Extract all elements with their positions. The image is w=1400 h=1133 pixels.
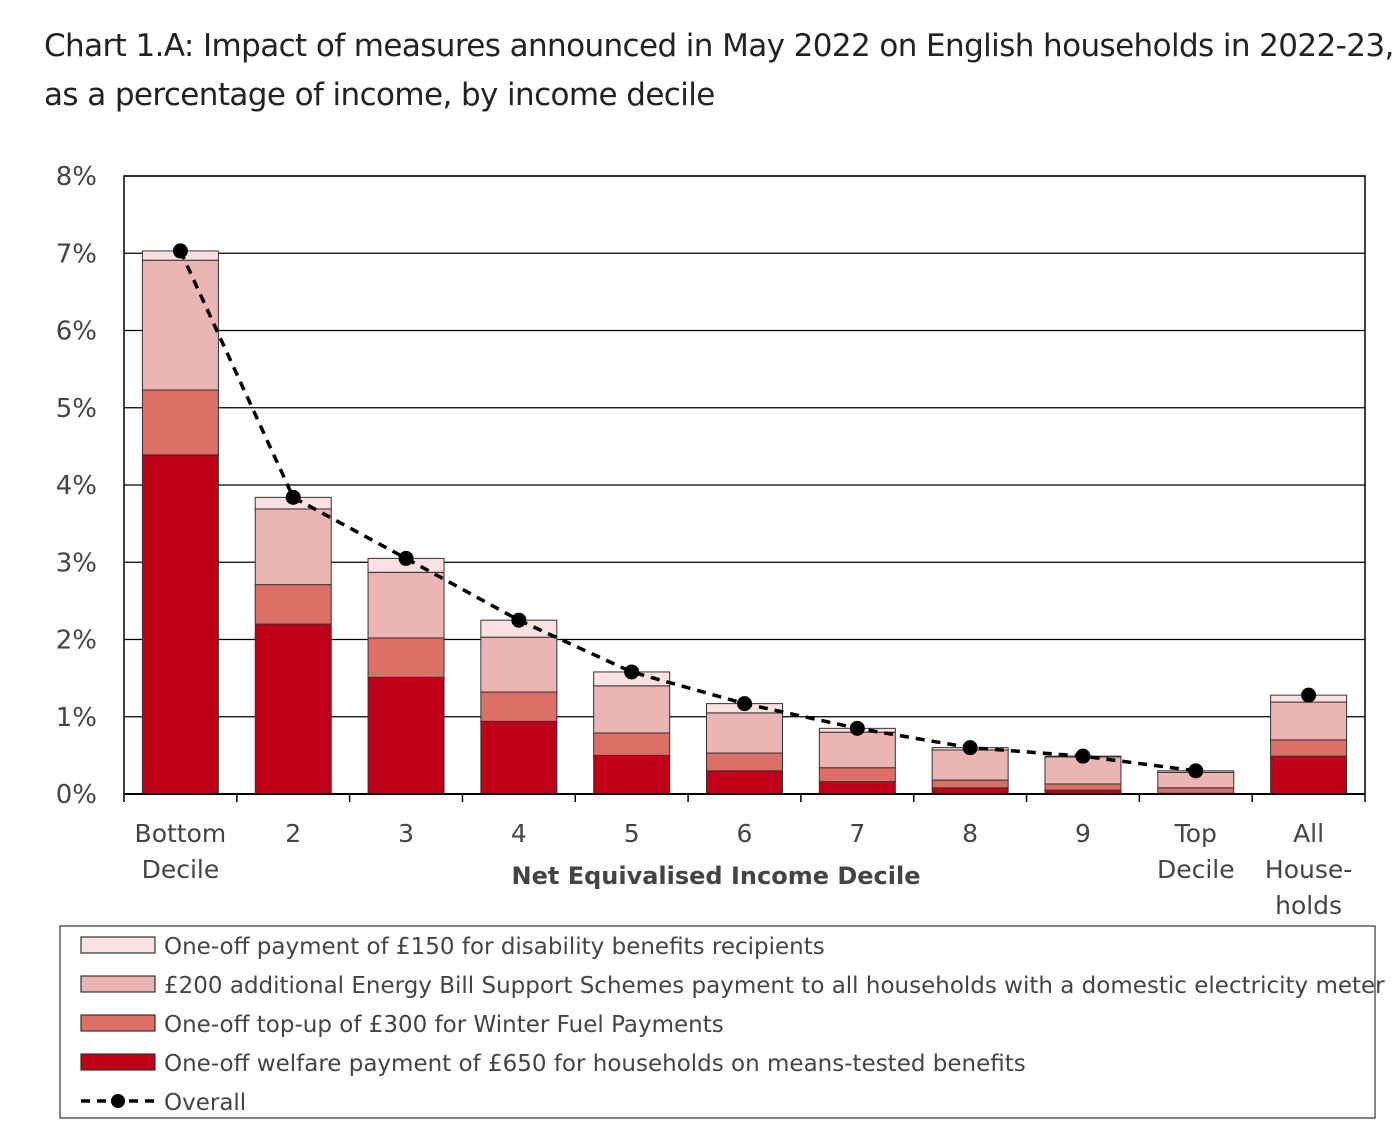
legend-label: One-off top-up of £300 for Winter Fuel P…: [164, 1012, 724, 1038]
bar-segment: [141, 259, 219, 391]
x-tick-label: 3: [398, 819, 414, 848]
overall-point: [1301, 687, 1317, 703]
bar-segment: [931, 779, 1009, 789]
legend-line-marker: [111, 1094, 125, 1108]
x-tick-label: 8: [962, 819, 978, 848]
chart-title: Chart 1.A: Impact of measures announced …: [44, 28, 1394, 113]
overall-point: [1188, 763, 1204, 779]
y-tick-label: 0%: [56, 780, 97, 810]
x-tick-label: 4: [511, 819, 527, 848]
bar-segment: [706, 712, 783, 754]
x-tick-label: 2: [285, 819, 301, 848]
legend-label: £200 additional Energy Bill Support Sche…: [164, 973, 1385, 999]
x-tick-label: Bottom: [135, 819, 227, 848]
bar-segment: [480, 636, 558, 693]
bar-segment: [1270, 739, 1348, 757]
bar-segment: [818, 781, 896, 795]
overall-point: [849, 720, 865, 736]
legend-swatch: [80, 1053, 156, 1071]
overall-line: [178, 250, 1196, 773]
bar-segment: [254, 508, 332, 586]
legend-label: One-off payment of £150 for disability b…: [164, 934, 825, 960]
legend-swatch: [80, 936, 156, 954]
bar-segment: [593, 685, 671, 734]
overall-point: [962, 740, 978, 756]
bar-segment: [367, 571, 445, 639]
bar-segment: [706, 752, 783, 772]
bar-segment: [1270, 701, 1348, 741]
bar-segment: [1157, 787, 1235, 794]
overall-point: [398, 550, 414, 566]
x-tick-label: Decile: [1157, 855, 1235, 884]
x-tick-label: holds: [1275, 891, 1342, 920]
bar-segment: [1044, 783, 1122, 791]
legend-box: [59, 925, 1376, 1119]
x-tick-label: Top: [1174, 819, 1217, 848]
y-tick-label: 5%: [56, 394, 97, 424]
y-tick-label: 6%: [56, 317, 97, 347]
x-tick-label: House-: [1265, 855, 1352, 884]
bar-segment: [818, 767, 896, 783]
bar-segment: [593, 732, 671, 756]
bar-segment: [818, 731, 896, 769]
x-tick-label: 5: [624, 819, 640, 848]
x-tick-label: All: [1293, 819, 1324, 848]
legend-label: Overall: [164, 1090, 246, 1116]
bar-segment: [1270, 755, 1348, 795]
y-tick-label: 1%: [56, 703, 97, 733]
bar-segment: [367, 676, 445, 795]
y-tick-label: 7%: [56, 239, 97, 269]
bar-segment: [254, 623, 332, 795]
bar-segment: [593, 754, 671, 795]
x-tick-label: 6: [737, 819, 753, 848]
legend-swatch: [80, 975, 156, 993]
overall-point: [737, 696, 752, 712]
legend-swatch: [80, 1014, 156, 1032]
x-tick-label: 9: [1075, 819, 1091, 848]
overall-point: [511, 612, 527, 628]
overall-point: [624, 664, 640, 680]
x-axis-label: Net Equivalised Income Decile: [512, 862, 921, 890]
y-tick-label: 2%: [56, 626, 97, 656]
y-tick-label: 4%: [56, 471, 97, 501]
legend-label: One-off welfare payment of £650 for hous…: [164, 1051, 1026, 1077]
bar-segment: [706, 770, 783, 795]
x-tick-label: Decile: [142, 855, 220, 884]
x-tick-label: 7: [849, 819, 865, 848]
bar-segment: [141, 389, 219, 456]
overall-point: [172, 243, 188, 259]
bar-segment: [480, 691, 558, 722]
bar-segment: [254, 584, 332, 625]
overall-point: [285, 489, 301, 505]
bar-segment: [480, 720, 558, 795]
bar-segment: [141, 454, 219, 795]
overall-point: [1075, 748, 1091, 764]
y-tick-label: 3%: [56, 548, 97, 578]
bar-segment: [367, 637, 445, 678]
y-tick-label: 8%: [56, 162, 97, 192]
